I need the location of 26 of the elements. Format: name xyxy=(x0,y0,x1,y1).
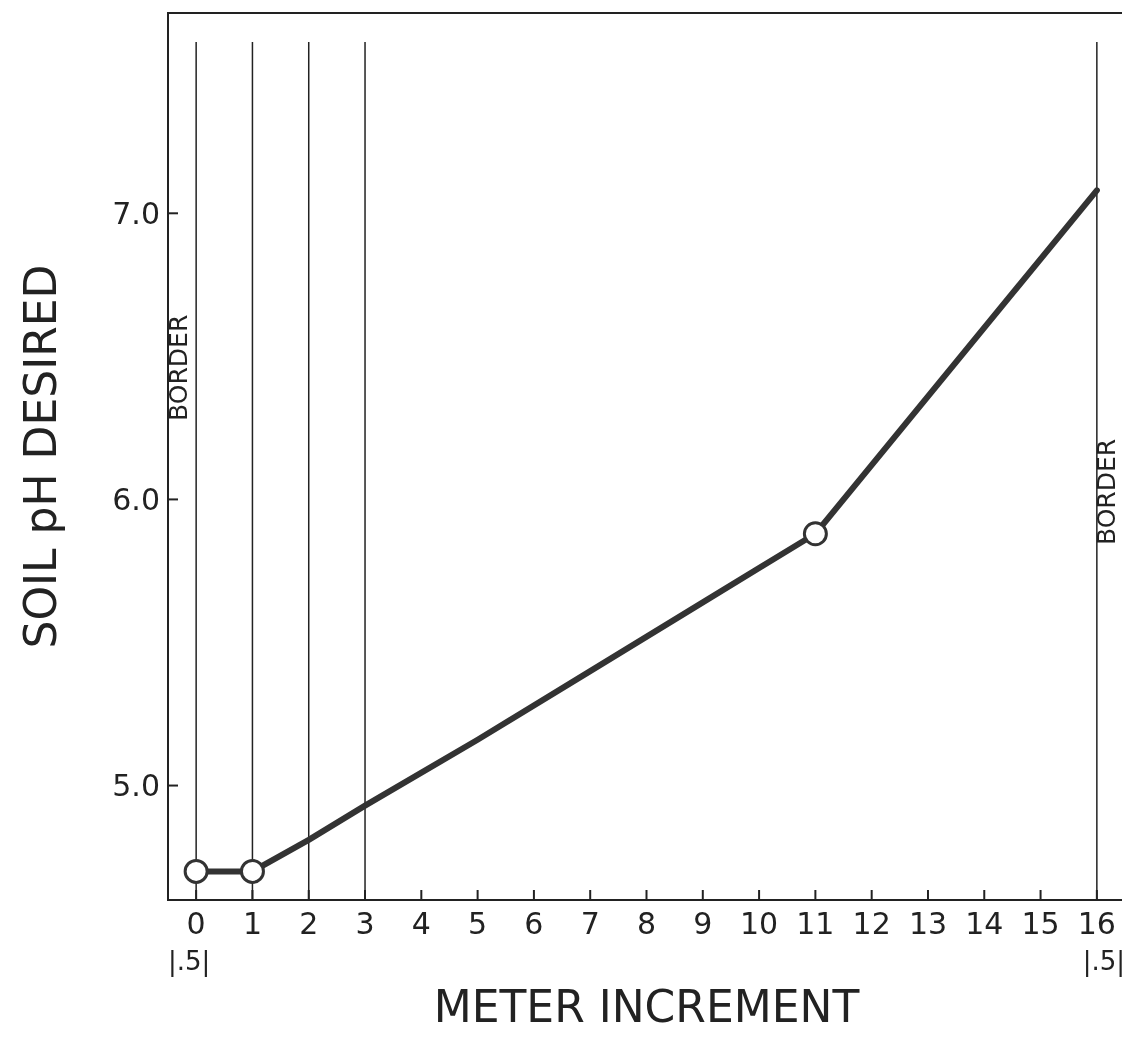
text: |.5| xyxy=(168,946,211,977)
x-tick-label: 15 xyxy=(1021,906,1060,941)
y-tick-label: 5.0 xyxy=(112,768,160,804)
x-tick-label: 13 xyxy=(908,906,948,941)
x-tick-label: 5 xyxy=(468,906,488,941)
x-tick-label: 7 xyxy=(580,906,600,941)
x-tick-label: 10 xyxy=(739,906,779,941)
x-tick-label: 4 xyxy=(411,906,431,941)
y-tick-label: 7.0 xyxy=(112,195,160,231)
x-tick-label: 16 xyxy=(1077,906,1116,941)
x-tick-label: 6 xyxy=(524,906,544,941)
x-tick-label: 9 xyxy=(693,906,713,941)
annotation: BORDER xyxy=(1092,438,1121,546)
x-tick-label: 0 xyxy=(186,906,206,941)
x-tick-label: 8 xyxy=(636,906,657,941)
y-axis-title: SOIL pH DESIRED xyxy=(15,264,66,649)
x-tick-label: 12 xyxy=(852,906,891,941)
x-tick-label: 11 xyxy=(796,906,835,941)
x-tick-label: 3 xyxy=(355,906,375,941)
x-axis-title: METER INCREMENT xyxy=(433,981,860,1032)
annotation: BORDER xyxy=(164,314,193,421)
text: |.5| xyxy=(1082,946,1125,977)
x-tick-label: 1 xyxy=(242,906,262,941)
x-tick-label: 14 xyxy=(965,906,1004,941)
x-tick-label: 2 xyxy=(299,906,319,941)
y-tick-label: 6.0 xyxy=(112,481,160,517)
